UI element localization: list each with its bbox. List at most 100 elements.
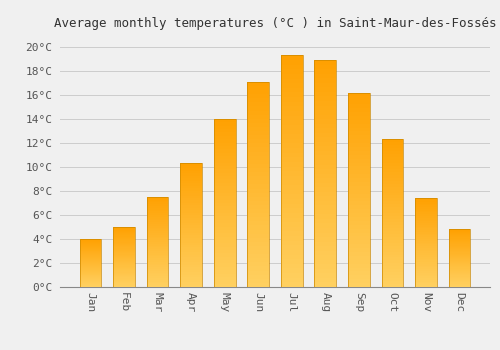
Bar: [248, 217, 269, 221]
Bar: [146, 244, 169, 246]
Bar: [382, 148, 404, 151]
Bar: [146, 204, 169, 206]
Bar: [314, 219, 336, 224]
Bar: [415, 212, 437, 214]
Bar: [180, 166, 202, 168]
Bar: [180, 243, 202, 245]
Bar: [314, 160, 336, 164]
Bar: [113, 238, 135, 239]
Bar: [314, 155, 336, 160]
Bar: [248, 156, 269, 160]
Bar: [314, 282, 336, 287]
Bar: [113, 240, 135, 241]
Bar: [214, 220, 236, 223]
Bar: [214, 277, 236, 280]
Bar: [180, 163, 202, 166]
Bar: [214, 247, 236, 250]
Bar: [314, 78, 336, 83]
Bar: [214, 136, 236, 139]
Bar: [113, 252, 135, 253]
Bar: [180, 250, 202, 252]
Bar: [314, 192, 336, 196]
Bar: [214, 173, 236, 176]
Bar: [180, 235, 202, 238]
Bar: [180, 201, 202, 203]
Bar: [80, 239, 102, 287]
Bar: [281, 111, 302, 116]
Bar: [314, 232, 336, 237]
Bar: [281, 278, 302, 282]
Bar: [281, 130, 302, 134]
Bar: [281, 227, 302, 231]
Bar: [382, 252, 404, 254]
Bar: [314, 164, 336, 169]
Bar: [314, 142, 336, 146]
Bar: [448, 237, 470, 239]
Bar: [415, 236, 437, 237]
Bar: [214, 223, 236, 226]
Bar: [146, 211, 169, 213]
Bar: [113, 271, 135, 273]
Bar: [80, 260, 102, 261]
Bar: [180, 205, 202, 208]
Bar: [146, 202, 169, 204]
Bar: [146, 273, 169, 274]
Bar: [448, 259, 470, 260]
Bar: [448, 254, 470, 255]
Bar: [448, 280, 470, 281]
Bar: [80, 244, 102, 245]
Bar: [348, 275, 370, 279]
Bar: [382, 163, 404, 166]
Bar: [314, 278, 336, 282]
Bar: [448, 247, 470, 248]
Bar: [80, 241, 102, 242]
Bar: [448, 270, 470, 271]
Bar: [415, 211, 437, 212]
Bar: [281, 55, 302, 287]
Bar: [214, 142, 236, 146]
Bar: [146, 282, 169, 284]
Bar: [214, 280, 236, 284]
Bar: [248, 160, 269, 164]
Bar: [180, 168, 202, 171]
Bar: [281, 222, 302, 227]
Bar: [448, 242, 470, 243]
Bar: [80, 256, 102, 257]
Bar: [248, 197, 269, 201]
Bar: [248, 115, 269, 119]
Bar: [146, 231, 169, 233]
Bar: [448, 275, 470, 276]
Bar: [448, 267, 470, 268]
Bar: [281, 92, 302, 97]
Bar: [180, 257, 202, 260]
Bar: [281, 217, 302, 222]
Bar: [448, 284, 470, 285]
Bar: [113, 256, 135, 257]
Bar: [80, 266, 102, 267]
Bar: [113, 229, 135, 231]
Bar: [146, 201, 169, 202]
Bar: [113, 237, 135, 238]
Bar: [281, 83, 302, 88]
Bar: [214, 180, 236, 183]
Bar: [448, 278, 470, 279]
Bar: [146, 246, 169, 247]
Bar: [113, 275, 135, 276]
Bar: [248, 119, 269, 123]
Bar: [281, 231, 302, 236]
Bar: [314, 246, 336, 251]
Bar: [348, 283, 370, 287]
Bar: [448, 285, 470, 286]
Bar: [146, 215, 169, 217]
Bar: [180, 191, 202, 193]
Bar: [248, 234, 269, 238]
Bar: [146, 249, 169, 251]
Bar: [146, 213, 169, 215]
Bar: [415, 241, 437, 243]
Bar: [382, 157, 404, 160]
Bar: [281, 60, 302, 65]
Bar: [348, 256, 370, 260]
Bar: [281, 106, 302, 111]
Bar: [146, 210, 169, 211]
Bar: [180, 208, 202, 210]
